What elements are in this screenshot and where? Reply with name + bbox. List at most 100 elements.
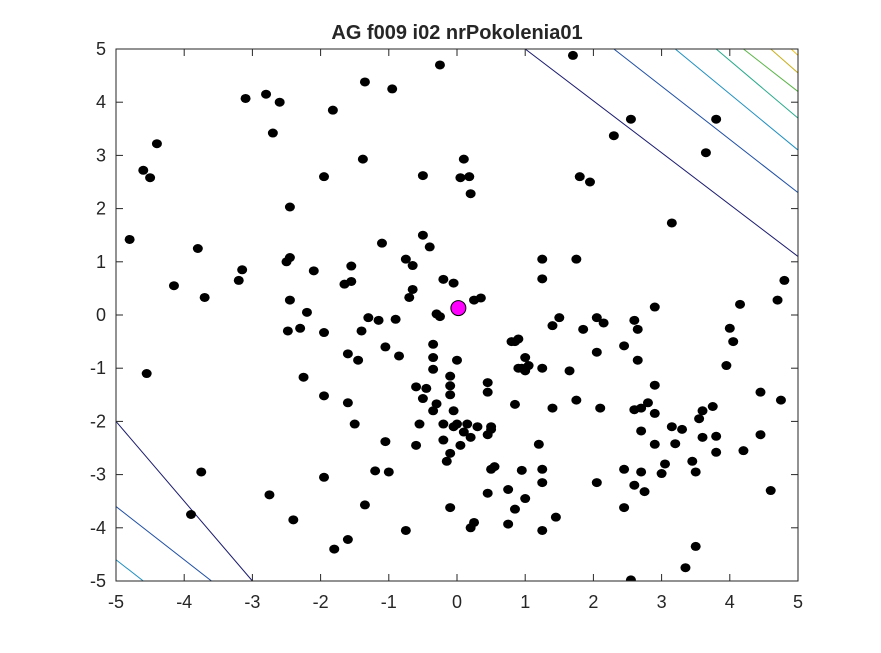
- population-point: [380, 437, 391, 447]
- population-point: [629, 480, 640, 490]
- population-point: [547, 321, 558, 331]
- population-point: [339, 279, 350, 289]
- population-point: [400, 525, 411, 535]
- population-point: [434, 312, 445, 322]
- population-point: [431, 399, 442, 409]
- population-point: [417, 394, 428, 404]
- population-point: [421, 383, 432, 393]
- population-point: [342, 535, 353, 545]
- population-point: [755, 387, 766, 397]
- population-point: [462, 419, 473, 429]
- population-point: [578, 324, 589, 334]
- population-point: [281, 257, 292, 267]
- population-point: [284, 295, 295, 305]
- population-point: [697, 432, 708, 442]
- population-point: [264, 490, 275, 500]
- population-point: [707, 402, 718, 412]
- population-point: [342, 398, 353, 408]
- population-point: [513, 363, 524, 373]
- population-point: [441, 456, 452, 466]
- population-point: [537, 274, 548, 284]
- population-point: [711, 114, 722, 124]
- population-point: [199, 292, 210, 302]
- population-point: [186, 510, 197, 519]
- population-point: [670, 439, 681, 449]
- population-point: [571, 254, 582, 264]
- contour-line-5-0: [770, 49, 798, 74]
- population-point: [428, 364, 439, 374]
- best-point: [450, 300, 467, 317]
- population-point: [690, 467, 701, 477]
- population-point: [509, 337, 520, 347]
- population-point: [373, 315, 384, 325]
- population-point: [428, 339, 439, 349]
- population-point: [619, 464, 630, 474]
- population-point: [567, 50, 578, 60]
- population-point: [509, 399, 520, 409]
- population-point: [196, 467, 207, 477]
- population-point: [550, 512, 561, 522]
- population-point: [319, 391, 330, 401]
- population-point: [660, 459, 671, 469]
- population-point: [625, 575, 636, 581]
- contour-lines: [116, 49, 798, 581]
- population-point: [765, 486, 776, 496]
- population-point: [261, 89, 272, 99]
- population-point: [721, 361, 732, 371]
- population-point: [680, 563, 691, 573]
- population-point: [677, 424, 688, 434]
- population-point: [124, 234, 135, 244]
- population-point: [237, 265, 248, 275]
- y-tick-label: 3: [96, 145, 106, 165]
- x-tick-label: -3: [244, 592, 260, 612]
- y-tick-label: -4: [90, 518, 106, 538]
- population-point: [424, 242, 435, 252]
- y-tick-label: -1: [90, 358, 106, 378]
- population-point: [520, 353, 531, 363]
- population-point: [700, 148, 711, 158]
- population-point: [240, 93, 251, 103]
- population-point: [537, 254, 548, 264]
- population-point: [537, 525, 548, 535]
- y-tick-label: 0: [96, 305, 106, 325]
- population-point: [295, 323, 306, 333]
- population-point: [649, 380, 660, 390]
- population-point: [516, 465, 527, 475]
- population-point: [687, 456, 698, 466]
- population-point: [329, 544, 340, 554]
- population-point: [608, 131, 619, 141]
- population-point: [308, 266, 319, 276]
- y-tick-label: -5: [90, 571, 106, 591]
- population-point: [537, 363, 548, 373]
- population-point: [472, 422, 483, 432]
- y-tick-label: -2: [90, 411, 106, 431]
- population-point: [370, 466, 381, 476]
- population-point: [145, 173, 156, 183]
- population-point: [363, 313, 374, 323]
- population-point: [711, 447, 722, 457]
- x-tick-label: 3: [657, 592, 667, 612]
- population-point: [411, 440, 422, 450]
- population-point: [407, 261, 418, 271]
- population-point: [141, 369, 152, 379]
- population-point: [319, 328, 330, 338]
- population-point: [452, 355, 462, 365]
- population-point: [342, 349, 353, 359]
- chart-title: AG f009 i02 nrPokolenia01: [331, 22, 582, 44]
- population-point: [520, 494, 531, 504]
- population-point: [649, 439, 660, 449]
- population-point: [537, 464, 548, 474]
- best-point-layer: [450, 300, 467, 317]
- population-point: [349, 419, 360, 429]
- population-point: [591, 313, 602, 323]
- population-point: [151, 139, 162, 149]
- population-point: [319, 172, 330, 182]
- contour-line-2-1: [674, 49, 798, 151]
- population-point: [666, 218, 677, 228]
- population-point: [735, 299, 746, 309]
- population-point: [564, 366, 575, 376]
- population-point: [282, 326, 293, 336]
- population-point: [697, 406, 708, 416]
- population-point: [438, 435, 449, 445]
- population-point: [554, 313, 565, 323]
